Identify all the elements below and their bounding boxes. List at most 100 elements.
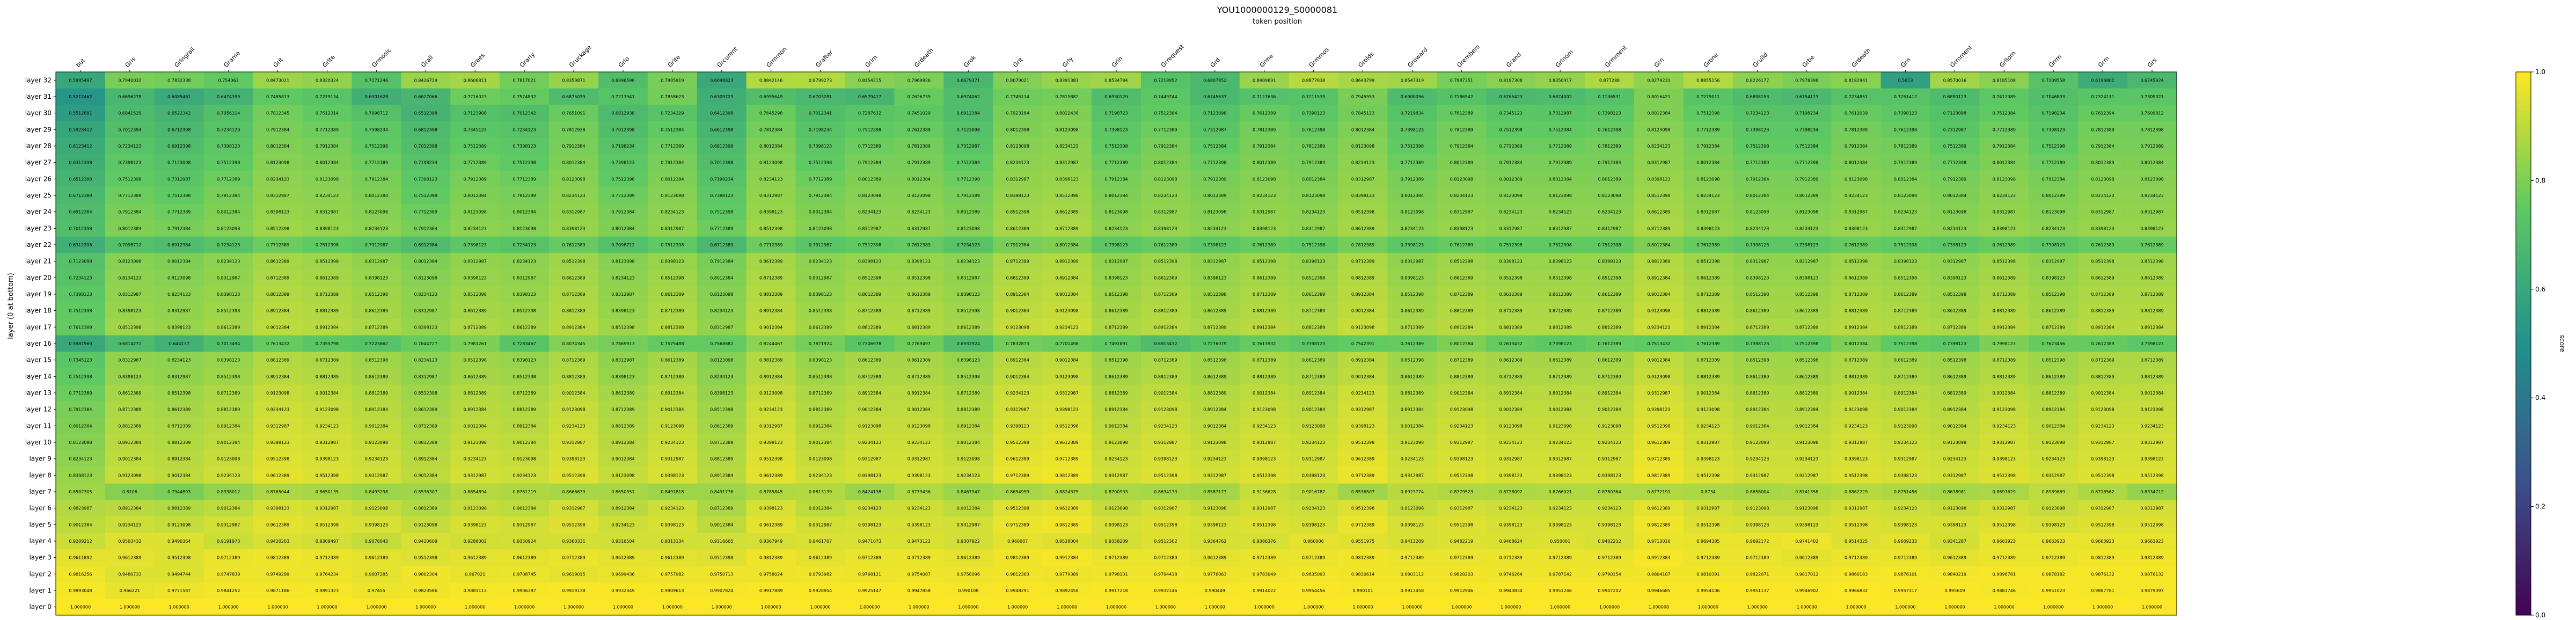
heatmap-cell <box>154 171 204 187</box>
cell-value-label: 0.8712389 <box>759 275 782 280</box>
cell-value-label: 0.8612389 <box>217 325 240 330</box>
cell-value-label: 0.8012384 <box>414 259 437 264</box>
cell-value-label: 0.8612389 <box>2042 374 2065 379</box>
heatmap-cell <box>1387 137 1437 155</box>
cell-value-label: 0.9712389 <box>1450 556 1473 560</box>
heatmap-cell <box>549 171 599 187</box>
heatmap-cell <box>1338 187 1388 204</box>
heatmap-cell <box>2127 187 2177 204</box>
cell-value-label: 0.7098712 <box>365 111 388 116</box>
cell-value-label: 0.7056114 <box>217 111 240 116</box>
cell-value-label: 0.9612389 <box>464 556 487 560</box>
cell-value-label: 0.8234123 <box>858 210 881 215</box>
heatmap-cell <box>993 236 1043 253</box>
cell-value-label: 0.8312987 <box>908 226 931 231</box>
cell-value-label: 0.8012438 <box>1055 111 1078 116</box>
cell-value-label: 0.7012398 <box>69 226 92 231</box>
cell-value-label: 0.9012384 <box>1598 407 1621 412</box>
heatmap-cell <box>352 105 401 122</box>
heatmap-cell <box>993 253 1043 270</box>
cell-value-label: 0.9402212 <box>1598 539 1621 544</box>
cell-value-label: 0.8812389 <box>759 292 782 297</box>
cell-value-label: 0.7398123 <box>513 144 536 149</box>
heatmap-cell <box>2029 203 2079 221</box>
heatmap-cell <box>549 121 599 138</box>
cell-value-label: 0.8712389 <box>1253 358 1276 363</box>
heatmap-cell <box>1930 203 1980 221</box>
heatmap-cell <box>56 171 106 187</box>
cell-value-label: 0.7712389 <box>611 193 634 198</box>
cell-value-label: 0.9312987 <box>1450 506 1473 511</box>
cell-value-label: 0.9712389 <box>217 556 240 560</box>
cell-value-label: 0.9758096 <box>957 572 980 577</box>
cell-value-label: 0.8812389 <box>1253 309 1276 313</box>
cell-value-label: 1.000000 <box>1550 605 1570 610</box>
cell-value-label: 0.8234123 <box>1845 193 1868 198</box>
heatmap-cell <box>1585 220 1635 237</box>
heatmap-cell <box>845 72 895 89</box>
cell-value-label: 0.8312987 <box>1253 210 1276 215</box>
colorbar-tick-label: 0.2 <box>2535 503 2545 510</box>
heatmap-cell <box>56 187 106 204</box>
cell-value-label: 0.9607285 <box>365 572 388 577</box>
cell-value-label: 0.8398123 <box>1549 259 1572 264</box>
cell-value-label: 0.8012384 <box>611 226 634 231</box>
cell-value-label: 0.9123098 <box>1746 506 1769 511</box>
cell-value-label: 1.000000 <box>1402 605 1422 610</box>
x-tick-label: Grbe <box>1801 54 1816 69</box>
cell-value-label: 0.8812389 <box>957 407 980 412</box>
heatmap-cell <box>647 187 698 204</box>
cell-value-label: 0.7398123 <box>1746 127 1769 132</box>
cell-value-label: 0.9234123 <box>1253 424 1276 428</box>
cell-value-label: 0.7398123 <box>611 161 634 165</box>
cell-value-label: 0.8398123 <box>957 292 980 297</box>
cell-value-label: 0.9712389 <box>1104 556 1128 560</box>
heatmap-cell <box>1140 220 1191 237</box>
heatmap-cell <box>1486 137 1536 155</box>
cell-value-label: 0.7123098 <box>69 259 92 264</box>
heatmap-cell <box>746 236 796 253</box>
heatmap-cell <box>203 171 253 187</box>
cell-value-label: 0.9612389 <box>661 556 684 560</box>
heatmap-cell <box>746 121 796 138</box>
heatmap-cell <box>2078 154 2128 171</box>
cell-value-label: 0.9012384 <box>957 440 980 445</box>
x-tick-label: Gruckage <box>568 43 593 69</box>
cell-value-label: 0.9512398 <box>1351 506 1374 511</box>
cell-value-label: 0.9712389 <box>1351 473 1374 478</box>
cell-value-label: 0.9420609 <box>414 539 437 544</box>
heatmap-cell <box>1486 154 1536 171</box>
heatmap-cell <box>1239 187 1289 204</box>
cell-value-label: 0.5987969 <box>69 341 92 346</box>
heatmap-cell <box>795 121 845 138</box>
cell-value-label: 0.7912384 <box>1302 161 1325 165</box>
cell-value-label: 0.7712389 <box>1499 144 1523 149</box>
cell-value-label: 0.7398123 <box>1401 243 1424 247</box>
cell-value-label: 0.8398123 <box>661 259 684 264</box>
cell-value-label: 0.8398123 <box>1055 177 1078 181</box>
cell-value-label: 0.7626739 <box>908 94 931 99</box>
cell-value-label: 0.8398123 <box>611 374 634 379</box>
cell-value-label: 0.9946685 <box>1647 588 1670 593</box>
x-tick-label: Grmment <box>1604 43 1629 69</box>
cell-value-label: 0.7912384 <box>414 226 437 231</box>
cell-value-label: 0.7612039 <box>1845 111 1868 116</box>
cell-value-label: 0.9234123 <box>1647 325 1670 330</box>
cell-value-label: 0.7712389 <box>1104 161 1128 165</box>
cell-value-label: 0.7449744 <box>1154 94 1177 99</box>
cell-value-label: 0.9398123 <box>1894 522 1917 527</box>
cell-value-label: 0.8712389 <box>562 292 585 297</box>
heatmap-cell <box>154 203 204 221</box>
heatmap-cell <box>894 171 944 187</box>
y-tick-label: layer 11 <box>25 422 52 429</box>
heatmap-cell <box>795 88 845 105</box>
cell-value-label: 0.9881113 <box>464 588 487 593</box>
cell-value-label: 0.9123098 <box>1993 407 2016 412</box>
heatmap-cell <box>795 203 845 221</box>
x-tick-label: Grite <box>667 54 682 69</box>
heatmap-cell <box>1486 187 1536 204</box>
heatmap-cell <box>1190 171 1240 187</box>
cell-value-label: 0.9512398 <box>1253 522 1276 527</box>
cell-value-label: 0.8012384 <box>759 144 782 149</box>
x-tick-label: Grame <box>223 49 242 69</box>
